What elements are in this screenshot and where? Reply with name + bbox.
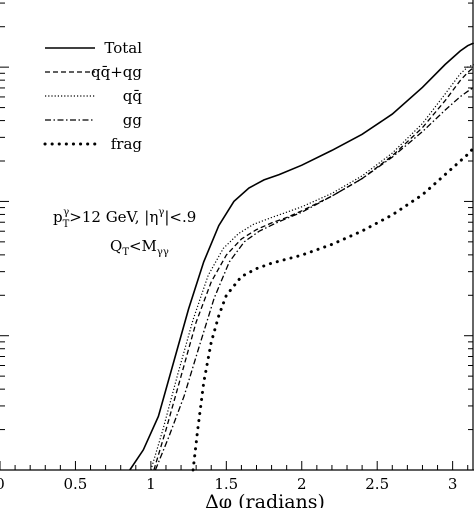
series-line-total bbox=[129, 42, 474, 471]
legend-label-qq-qg: qq̄+qg bbox=[91, 63, 142, 81]
series-line-gg bbox=[154, 86, 474, 471]
x-tick-label: 0 bbox=[0, 475, 5, 493]
series-line-qq-qg bbox=[153, 66, 474, 471]
x-tick-label: 1.5 bbox=[214, 475, 238, 493]
annotation-qt-cut: QT<Mγγ bbox=[110, 237, 169, 258]
x-tick-label: 0.5 bbox=[64, 475, 88, 493]
legend-label-qq: qq̄ bbox=[123, 87, 143, 105]
legend: Total qq̄+qg qq̄ gg frag bbox=[43, 39, 143, 153]
legend-label-gg: gg bbox=[123, 111, 143, 129]
annotations: pTγ>12 GeV, |ηγ|<.9 QT<Mγγ bbox=[53, 207, 196, 258]
x-tick-label: 1 bbox=[146, 475, 156, 493]
axes: 0 0.5 1 1.5 2 2.5 3 bbox=[0, 0, 474, 493]
series-curves bbox=[129, 42, 474, 472]
series-line-qq bbox=[150, 63, 474, 471]
x-tick-label: 2 bbox=[297, 475, 307, 493]
x-tick-label: 3 bbox=[448, 475, 458, 493]
legend-label-frag: frag bbox=[111, 135, 143, 153]
x-axis-label: Δφ (radians) bbox=[205, 491, 325, 508]
series-line-frag bbox=[191, 146, 474, 472]
x-tick-label: 2.5 bbox=[365, 475, 389, 493]
annotation-pt-cut: pTγ>12 GeV, |ηγ|<.9 bbox=[53, 207, 196, 230]
legend-label-total: Total bbox=[104, 39, 142, 57]
